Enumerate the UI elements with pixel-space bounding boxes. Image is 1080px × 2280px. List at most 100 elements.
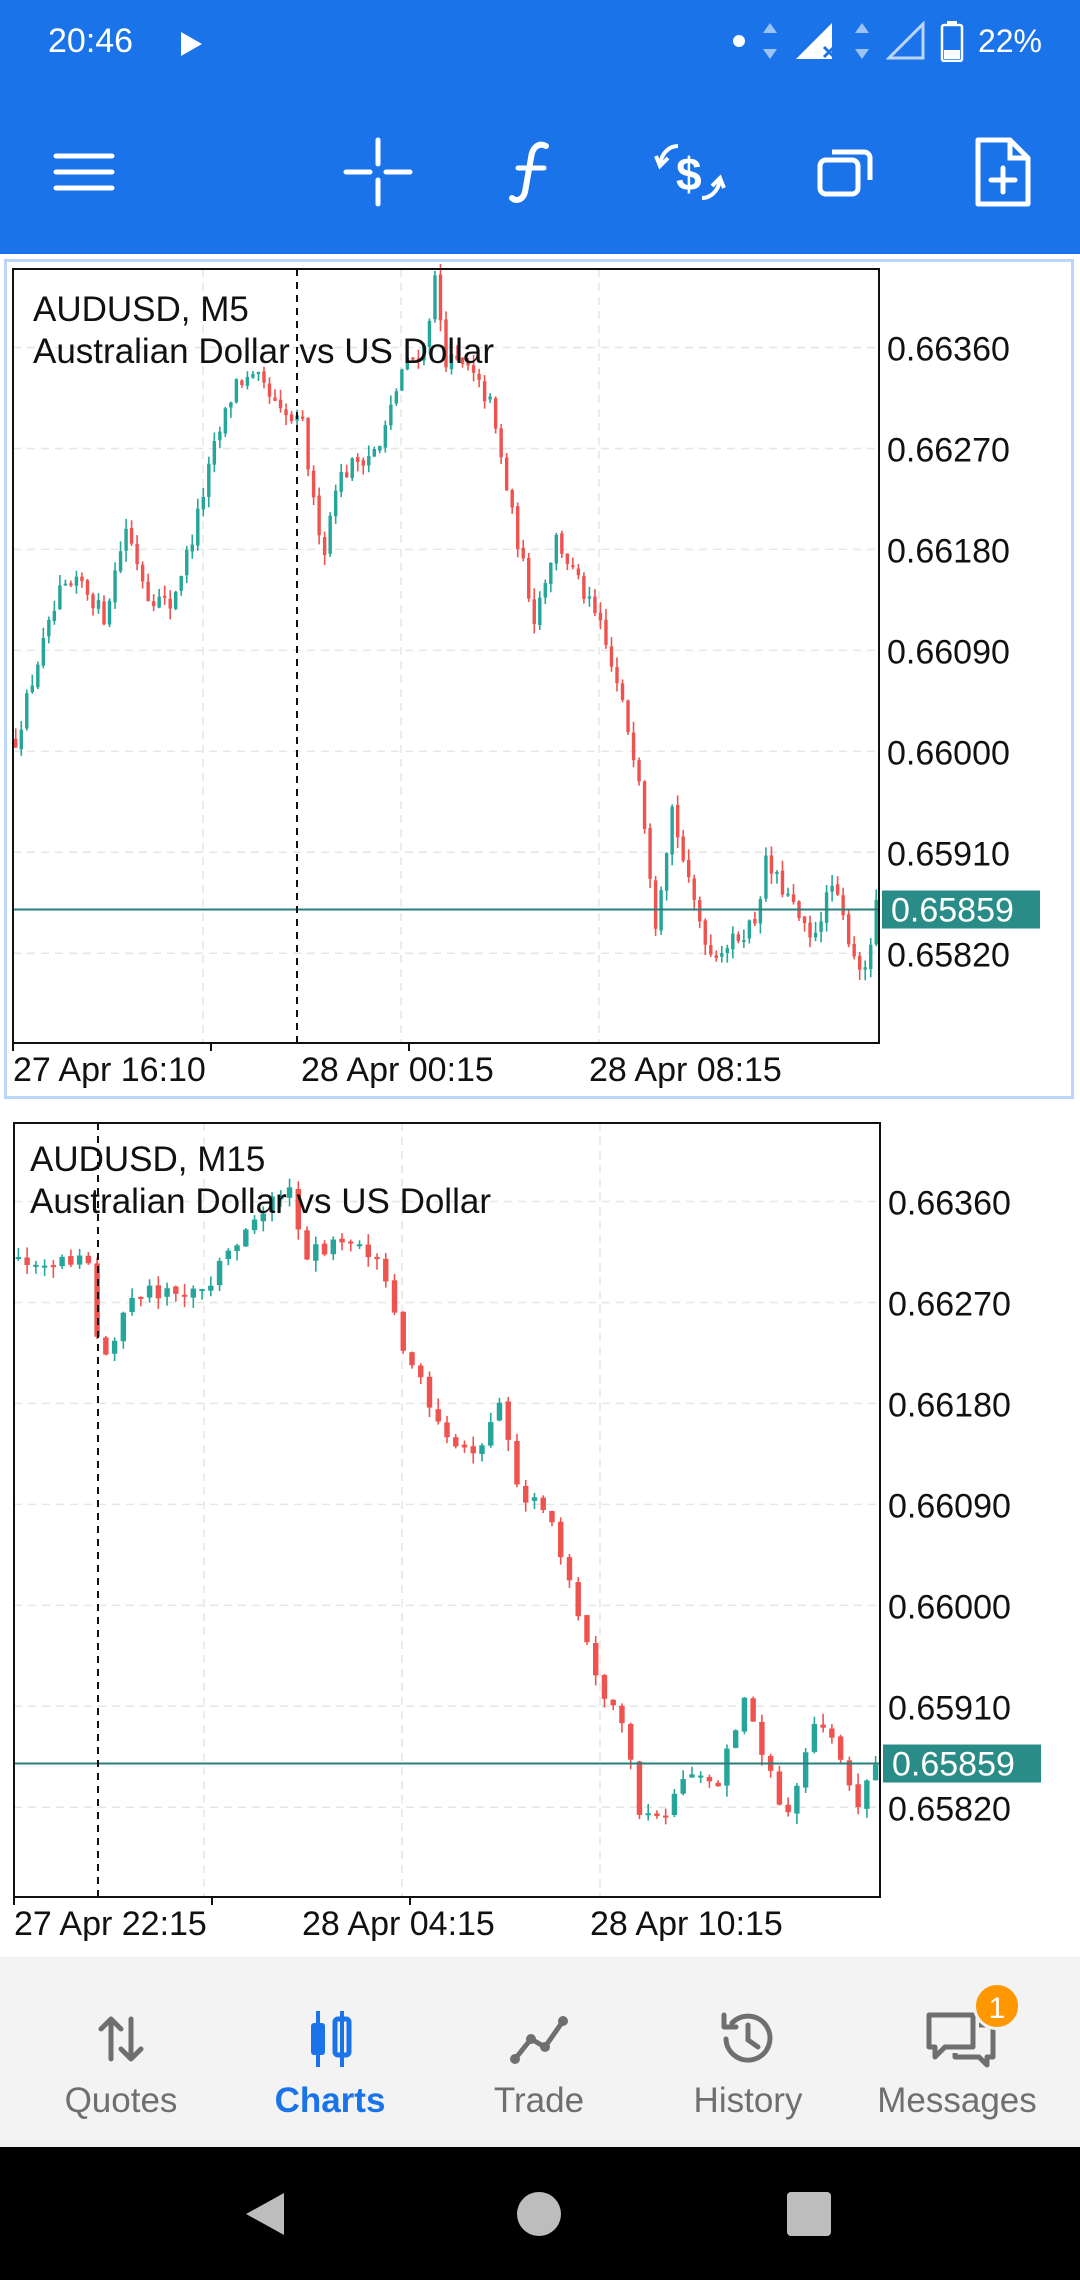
candle-body [24, 1257, 30, 1266]
nav-history[interactable]: History [648, 1957, 848, 2147]
candle-body [496, 1402, 503, 1421]
windows-icon[interactable] [808, 134, 884, 210]
candle-body [587, 596, 592, 599]
candle-body [514, 1441, 520, 1485]
candle-body [348, 1241, 354, 1244]
recents-icon[interactable] [786, 2191, 832, 2237]
nav-charts[interactable]: Charts [230, 1957, 430, 2147]
candle-body [753, 918, 757, 924]
candle-body [523, 1485, 529, 1503]
candle-body [808, 922, 812, 938]
indicators-icon[interactable] [494, 134, 570, 210]
candle-body [91, 594, 95, 609]
nav-trade[interactable]: Trade [439, 1957, 639, 2147]
candle-body [575, 1582, 581, 1617]
candle-body [433, 275, 437, 320]
candle-body [162, 595, 167, 598]
candle-body [383, 1258, 389, 1282]
candle-body [758, 899, 763, 924]
candlestick-chart-m5[interactable]: 0.66360 0.66270 0.66180 0.66090 0.66000 0.659… [7, 262, 1071, 1096]
candle-body [786, 893, 790, 896]
candle-body [670, 806, 674, 855]
messages-icon [926, 2012, 996, 2068]
candle-body [479, 1445, 485, 1455]
candle-body [374, 1257, 380, 1260]
candle-body [103, 1337, 109, 1355]
candle-body [173, 1286, 179, 1294]
candle-body [794, 1785, 800, 1814]
candle-body [521, 547, 525, 559]
price-axis-label: 0.66360 [887, 331, 1010, 369]
candle-body [107, 600, 112, 625]
nav-messages-label: Messages [877, 2081, 1037, 2120]
time-axis-label: 27 Apr 22:15 [14, 1905, 207, 1941]
candle-body [776, 1771, 783, 1805]
price-axis-label: 0.65820 [888, 1790, 1011, 1828]
candle-body [118, 551, 123, 572]
candle-body [703, 920, 707, 945]
candle-body [345, 472, 349, 478]
candle-body [400, 1311, 406, 1351]
svg-text:$: $ [676, 148, 702, 200]
candle-body [477, 374, 481, 380]
candle-body [741, 1697, 748, 1732]
candle-body [52, 610, 57, 622]
chart-panel-m5[interactable]: 0.66360 0.66270 0.66180 0.66090 0.66000 0.659… [4, 259, 1074, 1099]
candle-body [19, 729, 23, 750]
candle-body [251, 1219, 258, 1231]
quotes-icon [98, 2016, 144, 2062]
candle-body [289, 414, 294, 422]
candle-body [245, 377, 250, 386]
candle-body [499, 428, 503, 458]
candle-body [582, 576, 586, 599]
chart-panel-m15[interactable]: 0.66360 0.66270 0.66180 0.66090 0.66000 0.659… [4, 1111, 1074, 1941]
crosshair-icon[interactable] [340, 134, 416, 210]
candle-body [645, 1813, 651, 1816]
price-axis-label: 0.66270 [888, 1285, 1011, 1323]
candlestick-chart-m15[interactable]: 0.66360 0.66270 0.66180 0.66090 0.66000 0.659… [4, 1111, 1074, 1941]
time-axis-label: 27 Apr 16:10 [13, 1051, 206, 1089]
menu-icon[interactable] [46, 134, 122, 210]
candle-body [566, 1557, 573, 1581]
home-icon[interactable] [516, 2191, 562, 2237]
nav-messages[interactable]: Messages [857, 1957, 1057, 2147]
current-price-value: 0.65859 [891, 892, 1014, 930]
candle-body [146, 581, 150, 602]
candle-body [185, 549, 189, 576]
price-axis-label: 0.66180 [888, 1386, 1011, 1424]
candle-body [179, 576, 183, 591]
price-axis-label: 0.66360 [888, 1185, 1011, 1223]
trade-icon[interactable]: $ [652, 134, 728, 210]
chart-symbol-label: AUDUSD, M15 [30, 1140, 266, 1179]
add-object-icon[interactable] [964, 134, 1040, 210]
candle-body [372, 448, 377, 457]
candle-body [449, 354, 454, 370]
candle-body [25, 693, 29, 729]
candle-body [725, 948, 730, 954]
candle-body [488, 396, 492, 400]
candle-body [584, 1615, 590, 1643]
messages-badge: 1 [973, 1982, 1021, 2030]
price-axis-label: 0.66090 [888, 1487, 1011, 1525]
candle-body [706, 1776, 713, 1782]
candle-body [857, 955, 862, 970]
price-axis-label: 0.66270 [887, 431, 1010, 469]
candle-body [190, 1288, 197, 1298]
candle-body [532, 599, 536, 624]
candle-body [389, 404, 393, 426]
candle-body [791, 894, 796, 902]
candle-body [874, 899, 878, 945]
candle-body [322, 537, 327, 556]
candle-body [41, 1265, 48, 1268]
candle-body [671, 1793, 678, 1815]
candle-body [515, 506, 520, 550]
candle-body [80, 576, 84, 582]
nav-quotes[interactable]: Quotes [21, 1957, 221, 2147]
candle-body [306, 417, 310, 470]
candle-body [124, 528, 128, 551]
candle-body [164, 1288, 170, 1297]
back-icon[interactable] [240, 2189, 290, 2239]
candle-body [455, 355, 459, 360]
candle-body [229, 402, 233, 408]
candle-body [321, 1243, 328, 1255]
